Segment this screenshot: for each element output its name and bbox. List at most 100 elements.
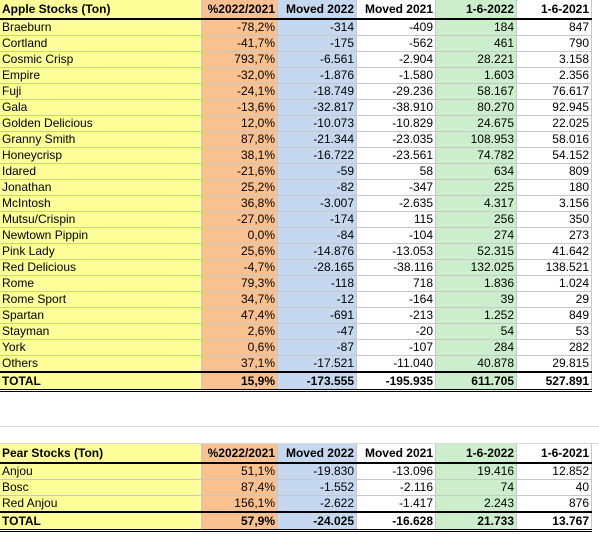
variety-cell: Stayman (0, 323, 202, 340)
pct-change-cell: -27,0% (201, 211, 278, 228)
moved-2021-cell: 115 (356, 211, 436, 228)
table-row: Cosmic Crisp 793,7% -6.561 -2.904 28.221 3.15… (0, 51, 592, 68)
table-row: Stayman 2,6% -47 -20 54 53 (0, 323, 592, 340)
table-row: Jonathan 25,2% -82 -347 225 180 (0, 179, 592, 196)
moved-2021-cell: -2.116 (356, 479, 436, 496)
table-row: Red Delicious -4,7% -28.165 -38.116 132.025 1… (0, 259, 592, 276)
pct-change-cell: 47,4% (201, 307, 278, 324)
total-row: TOTAL 57,9% -24.025 -16.628 21.733 13.767 (0, 511, 592, 532)
stock-2022-cell: 274 (435, 227, 517, 244)
moved-2022-cell: Moved 2022 (277, 444, 357, 464)
stock-2022-cell: 1.603 (435, 67, 517, 84)
table-row: Granny Smith 87,8% -21.344 -23.035 108.953 58… (0, 131, 592, 148)
table-row: Braeburn -78,2% -314 -409 184 847 (0, 19, 592, 36)
stock-2022-cell: 52.315 (435, 243, 517, 260)
stock-2022-cell: 21.733 (435, 511, 517, 532)
stock-2021-cell: 1-6-2021 (516, 0, 592, 20)
moved-2022-cell: -21.344 (277, 131, 357, 148)
stock-2022-cell: 108.953 (435, 131, 517, 148)
pct-change-cell: 15,9% (201, 371, 278, 392)
moved-2022-cell: -19.830 (277, 463, 357, 480)
moved-2022-cell: -16.722 (277, 147, 357, 164)
variety-cell: Red Anjou (0, 495, 202, 513)
table-row: Gala -13,6% -32.817 -38.910 80.270 92.945 (0, 99, 592, 116)
moved-2021-cell: -2.904 (356, 51, 436, 68)
stock-2022-cell: 256 (435, 211, 517, 228)
stock-2022-cell: 132.025 (435, 259, 517, 276)
moved-2022-cell: -3.007 (277, 195, 357, 212)
moved-2021-cell: -347 (356, 179, 436, 196)
total-row: TOTAL 15,9% -173.555 -195.935 611.705 527.891 (0, 371, 592, 392)
stock-2022-cell: 4.317 (435, 195, 517, 212)
stock-2021-cell: 12.852 (516, 463, 592, 480)
moved-2022-cell: -6.561 (277, 51, 357, 68)
table-row: Honeycrisp 38,1% -16.722 -23.561 74.782 54.15… (0, 147, 592, 164)
moved-2022-cell: -1.552 (277, 479, 357, 496)
stock-2021-cell: 847 (516, 19, 592, 36)
spacer-rows (0, 410, 599, 444)
pct-change-cell: 57,9% (201, 511, 278, 532)
stock-2021-cell: 849 (516, 307, 592, 324)
table-row: Bosc 87,4% -1.552 -2.116 74 40 (0, 479, 592, 496)
variety-cell: York (0, 339, 202, 356)
moved-2021-cell: -213 (356, 307, 436, 324)
header-row: Pear Stocks (Ton) %2022/2021 Moved 2022 Mov… (0, 444, 592, 464)
variety-cell: Mutsu/Crispin (0, 211, 202, 228)
moved-2021-cell: -13.096 (356, 463, 436, 480)
stock-2021-cell: 180 (516, 179, 592, 196)
stock-2022-cell: 1.836 (435, 275, 517, 292)
pct-change-cell: 37,1% (201, 355, 278, 373)
moved-2021-cell: -562 (356, 35, 436, 52)
table-row: Anjou 51,1% -19.830 -13.096 19.416 12.852 (0, 463, 592, 480)
stock-2021-cell: 76.617 (516, 83, 592, 100)
stock-2021-cell: 53 (516, 323, 592, 340)
moved-2022-cell: Moved 2022 (277, 0, 357, 20)
stock-2021-cell: 138.521 (516, 259, 592, 276)
stock-2021-cell: 350 (516, 211, 592, 228)
moved-2022-cell: -314 (277, 19, 357, 36)
stock-2021-cell: 282 (516, 339, 592, 356)
empty-row (0, 427, 599, 444)
moved-2022-cell: -12 (277, 291, 357, 308)
stock-2022-cell: 284 (435, 339, 517, 356)
stock-2022-cell: 634 (435, 163, 517, 180)
stock-2022-cell: 1.252 (435, 307, 517, 324)
stock-2022-cell: 1-6-2022 (435, 444, 517, 464)
stock-2022-cell: 58.167 (435, 83, 517, 100)
stock-2021-cell: 1-6-2021 (516, 444, 592, 464)
table-row: Rome 79,3% -118 718 1.836 1.024 (0, 275, 592, 292)
stock-2022-cell: 184 (435, 19, 517, 36)
stock-2021-cell: 1.024 (516, 275, 592, 292)
moved-2021-cell: -104 (356, 227, 436, 244)
table-row: Fuji -24,1% -18.749 -29.236 58.167 76.617 (0, 83, 592, 100)
variety-cell: Others (0, 355, 202, 373)
pct-change-cell: -24,1% (201, 83, 278, 100)
table-row: Cortland -41,7% -175 -562 461 790 (0, 35, 592, 52)
table-row: Golden Delicious 12,0% -10.073 -10.829 24.67… (0, 115, 592, 132)
table-row: Empire -32,0% -1.876 -1.580 1.603 2.356 (0, 67, 592, 84)
table-row: Pink Lady 25,6% -14.876 -13.053 52.315 41.642 (0, 243, 592, 260)
pct-change-cell: -21,6% (201, 163, 278, 180)
stock-2021-cell: 54.152 (516, 147, 592, 164)
pct-change-cell: -41,7% (201, 35, 278, 52)
pct-change-cell: 51,1% (201, 463, 278, 480)
stock-2021-cell: 809 (516, 163, 592, 180)
variety-cell: Anjou (0, 463, 202, 480)
pct-change-cell: -32,0% (201, 67, 278, 84)
stock-2022-cell: 1-6-2022 (435, 0, 517, 20)
pct-change-cell: 0,6% (201, 339, 278, 356)
pct-change-cell: 25,2% (201, 179, 278, 196)
moved-2021-cell: -164 (356, 291, 436, 308)
stock-2021-cell: 3.156 (516, 195, 592, 212)
variety-cell: Pear Stocks (Ton) (0, 444, 202, 464)
moved-2021-cell: -16.628 (356, 511, 436, 532)
moved-2021-cell: -409 (356, 19, 436, 36)
variety-cell: Jonathan (0, 179, 202, 196)
stock-2021-cell: 527.891 (516, 371, 592, 392)
stock-2022-cell: 28.221 (435, 51, 517, 68)
table-row: Newtown Pippin 0,0% -84 -104 274 273 (0, 227, 592, 244)
moved-2022-cell: -17.521 (277, 355, 357, 373)
table-row: McIntosh 36,8% -3.007 -2.635 4.317 3.156 (0, 195, 592, 212)
stock-2021-cell: 29 (516, 291, 592, 308)
moved-2022-cell: -84 (277, 227, 357, 244)
